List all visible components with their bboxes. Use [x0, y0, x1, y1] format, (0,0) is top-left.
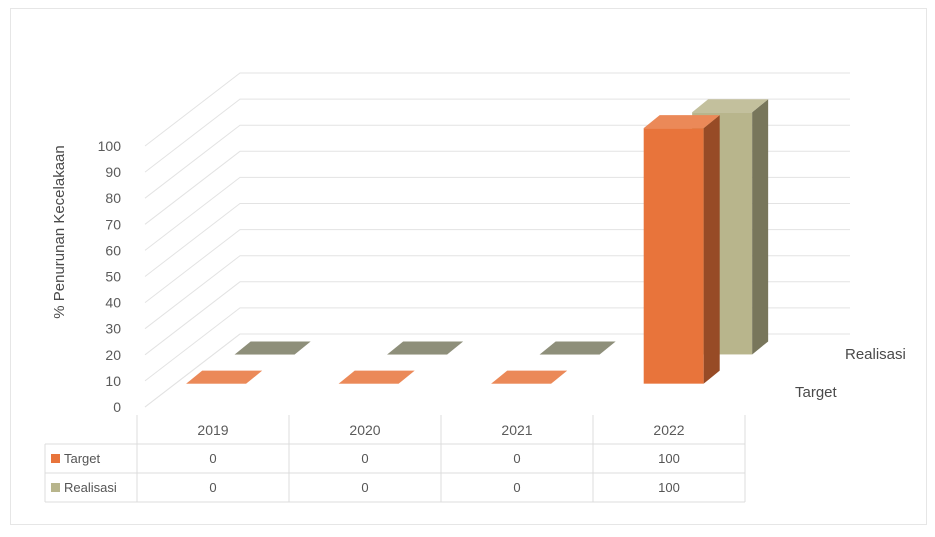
table-cell: 0: [513, 451, 520, 466]
y-tick-label: 50: [105, 269, 121, 285]
x-tick-label: 2021: [501, 422, 532, 438]
bar-Target-2022: [643, 115, 720, 384]
y-tick-label: 40: [105, 295, 121, 311]
y-tick-label: 80: [105, 190, 121, 206]
y-tick-label: 20: [105, 347, 121, 363]
bar-top: [643, 115, 720, 129]
y-tick-label: 30: [105, 321, 121, 337]
gridline: [144, 98, 850, 173]
legend-label: Realisasi: [64, 480, 117, 495]
bar-front: [643, 128, 704, 384]
bar-top: [539, 341, 616, 355]
bars: [186, 99, 769, 384]
floor-edge: [144, 333, 241, 408]
legend-swatch: [51, 483, 60, 492]
y-tick-label: 100: [98, 138, 122, 154]
table-cell: 0: [513, 480, 520, 495]
bar-top: [338, 370, 415, 384]
depth-axis-labels: Target Realisasi: [795, 346, 906, 401]
y-tick-label: 10: [105, 373, 121, 389]
bar-side: [703, 115, 720, 384]
depth-series-label: Target: [795, 384, 838, 401]
x-tick-label: 2020: [349, 422, 380, 438]
table-cell: 0: [209, 480, 216, 495]
data-table: 2019 2020 2021 2022 Target 0 0 0 100 Realisasi 0 0 0…: [44, 415, 746, 503]
y-tick-label: 60: [105, 242, 121, 258]
depth-series-label: Realisasi: [845, 346, 906, 363]
gridline: [144, 124, 850, 199]
x-tick-label: 2019: [197, 422, 228, 438]
bar-top: [491, 370, 568, 384]
bar-top: [186, 370, 263, 384]
y-tick-label: 0: [113, 399, 121, 415]
bar-Realisasi-2020: [387, 341, 464, 355]
table-cell: 100: [658, 451, 680, 466]
gridline: [144, 72, 850, 147]
table-cell: 0: [209, 451, 216, 466]
y-tick-label: 70: [105, 216, 121, 232]
y-tick-label: 90: [105, 164, 121, 180]
table-cell: 100: [658, 480, 680, 495]
bar-Realisasi-2021: [539, 341, 616, 355]
y-axis-label: % Penurunan Kecelakaan: [51, 145, 68, 318]
legend-swatch: [51, 454, 60, 463]
bar-side: [752, 99, 769, 355]
bar-Target-2019: [186, 370, 263, 384]
chart-frame: [10, 8, 927, 525]
y-axis-ticks: 0 10 20 30 40 50 60 70 80 90 100: [98, 138, 122, 415]
bar-top: [234, 341, 311, 355]
table-cell: 0: [361, 451, 368, 466]
bar-Realisasi-2019: [234, 341, 311, 355]
x-tick-label: 2022: [653, 422, 684, 438]
bar-Target-2021: [491, 370, 568, 384]
bar-top: [692, 99, 769, 113]
legend-label: Target: [64, 451, 101, 466]
bar-top: [387, 341, 464, 355]
table-cell: 0: [361, 480, 368, 495]
bar-Target-2020: [338, 370, 415, 384]
